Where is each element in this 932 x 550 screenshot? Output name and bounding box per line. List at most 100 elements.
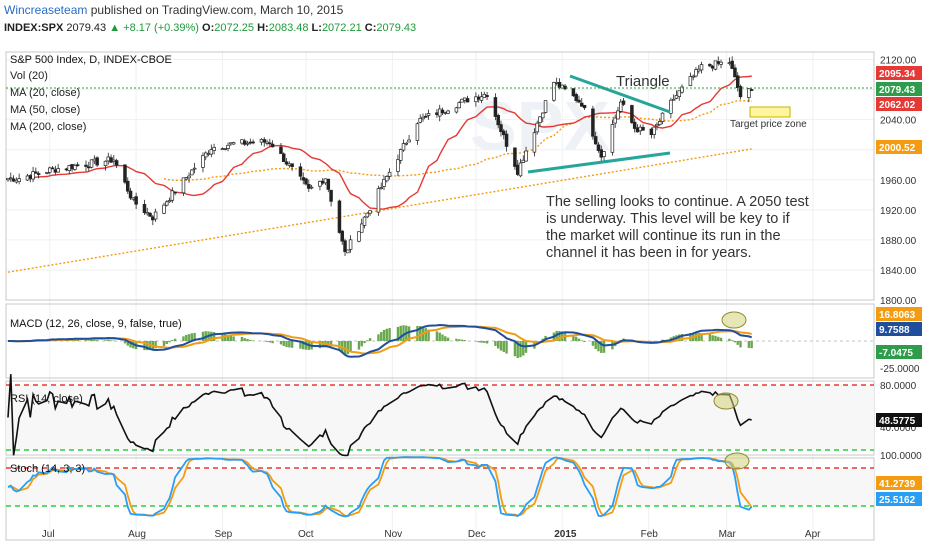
last-price: 2079.43 xyxy=(66,22,107,34)
macd-hist-bar xyxy=(368,338,372,341)
macd-hist-bar xyxy=(357,341,361,350)
candle-body xyxy=(733,67,737,78)
candle-body xyxy=(426,113,431,116)
candle-body xyxy=(142,204,147,213)
macd-hist-bar xyxy=(485,341,489,344)
close-label: C: xyxy=(364,22,377,34)
candle-body xyxy=(262,139,266,143)
time-axis[interactable]: Jul Aug Sep Oct Nov Dec 2015 Feb Mar Apr xyxy=(42,529,821,540)
macd-hist-bar xyxy=(162,341,166,347)
time-axis-label: Sep xyxy=(214,529,232,540)
candle-body xyxy=(190,169,194,176)
candle-body xyxy=(747,88,751,98)
main-title: S&P 500 Index, D, INDEX-CBOE xyxy=(10,54,172,66)
macd-hist-bar xyxy=(201,331,205,341)
candle-body xyxy=(541,112,545,119)
macd-hist-bar xyxy=(438,332,441,341)
candle-body xyxy=(298,166,303,177)
legend-ma20: MA (20, close) xyxy=(10,87,80,99)
candle-body xyxy=(580,102,584,107)
rsi-title: RSI (14, close) xyxy=(10,393,83,405)
macd-hist-bar xyxy=(285,341,288,348)
candle-body xyxy=(346,249,350,254)
candle-body xyxy=(11,178,16,182)
candle-body xyxy=(479,96,484,101)
candle-body xyxy=(499,124,503,133)
macd-hist-bar xyxy=(243,338,246,341)
candle-body xyxy=(162,204,166,214)
candle-body xyxy=(223,148,227,150)
candle-body xyxy=(613,117,617,124)
candle-body xyxy=(170,190,175,201)
macd-hist-bar xyxy=(249,339,252,341)
macd-tag-text: 9.7588 xyxy=(879,325,910,336)
candle-body xyxy=(357,231,361,242)
candle-body xyxy=(376,188,381,213)
candle-body xyxy=(148,212,152,217)
macd-tag-text: -7.0475 xyxy=(879,348,913,359)
macd-hist-bar xyxy=(717,336,720,341)
macd-hist-bar xyxy=(268,341,272,343)
macd-hist-bar xyxy=(240,336,244,341)
macd-hist-bar xyxy=(73,339,77,341)
candle-body xyxy=(476,96,481,100)
price-axis[interactable]: 2120.002080.002040.002000.001960.001920.… xyxy=(880,56,922,462)
macd-hist-bar xyxy=(407,326,411,341)
macd-hist-bar xyxy=(733,341,737,343)
target-zone-box[interactable] xyxy=(749,106,791,118)
candlestick-series[interactable] xyxy=(6,56,754,257)
candle-body xyxy=(610,124,615,153)
candle-body xyxy=(660,112,665,122)
target-zone-label: Target price zone xyxy=(730,119,807,130)
candle-body xyxy=(343,240,347,252)
macd-hist-bar xyxy=(483,341,486,343)
macd-signal-line xyxy=(8,325,753,355)
macd-hist-bar xyxy=(747,341,751,348)
macd-hist-bar xyxy=(349,341,352,353)
macd-hist-bar xyxy=(302,341,305,350)
candle-body xyxy=(401,143,406,151)
candle-body xyxy=(730,60,734,69)
macd-hist-bar xyxy=(577,338,581,341)
candle-body xyxy=(493,97,498,117)
candle-body xyxy=(50,167,55,170)
candle-body xyxy=(671,98,676,101)
candle-body xyxy=(309,186,314,189)
candle-body xyxy=(270,143,275,148)
candle-body xyxy=(657,121,662,125)
macd-hist-bar xyxy=(574,336,578,341)
candle-body xyxy=(242,140,247,145)
macd-hist-bar xyxy=(594,341,597,349)
quote-line: INDEX:SPX 2079.43 ▲ +8.17 (+0.39%) O:207… xyxy=(0,20,932,37)
macd-hist-bar xyxy=(95,340,99,341)
candle-body xyxy=(518,162,523,177)
author-link[interactable]: Wincreaseteam xyxy=(4,3,88,17)
candle-body xyxy=(290,163,294,168)
candle-body xyxy=(84,164,88,167)
time-axis-label: Feb xyxy=(641,529,659,540)
macd-tag-bg xyxy=(876,307,922,321)
ma50-path xyxy=(163,100,752,182)
triangle-lower-line[interactable] xyxy=(527,151,671,174)
candle-body xyxy=(281,153,286,162)
candle-body xyxy=(440,109,445,114)
macd-hist-bar xyxy=(165,341,168,345)
macd-hist-bar xyxy=(212,332,216,341)
candle-body xyxy=(446,110,450,114)
candle-body xyxy=(738,86,743,98)
candle-body xyxy=(577,99,581,103)
macd-hist-bar xyxy=(602,341,606,353)
candle-body xyxy=(103,160,108,166)
macd-hist-bar xyxy=(377,334,380,341)
candle-body xyxy=(596,144,601,151)
candle-body xyxy=(602,151,606,157)
candle-body xyxy=(265,141,269,144)
price-axis-label: 1800.00 xyxy=(880,296,917,307)
triangle-upper-line[interactable] xyxy=(569,74,671,114)
rsi-tag-text: 48.5775 xyxy=(879,416,916,427)
macd-hist-bar xyxy=(363,341,366,344)
stoch-tag-bg xyxy=(876,492,922,506)
candle-body xyxy=(192,167,197,170)
legend-ma50: MA (50, close) xyxy=(10,104,80,116)
